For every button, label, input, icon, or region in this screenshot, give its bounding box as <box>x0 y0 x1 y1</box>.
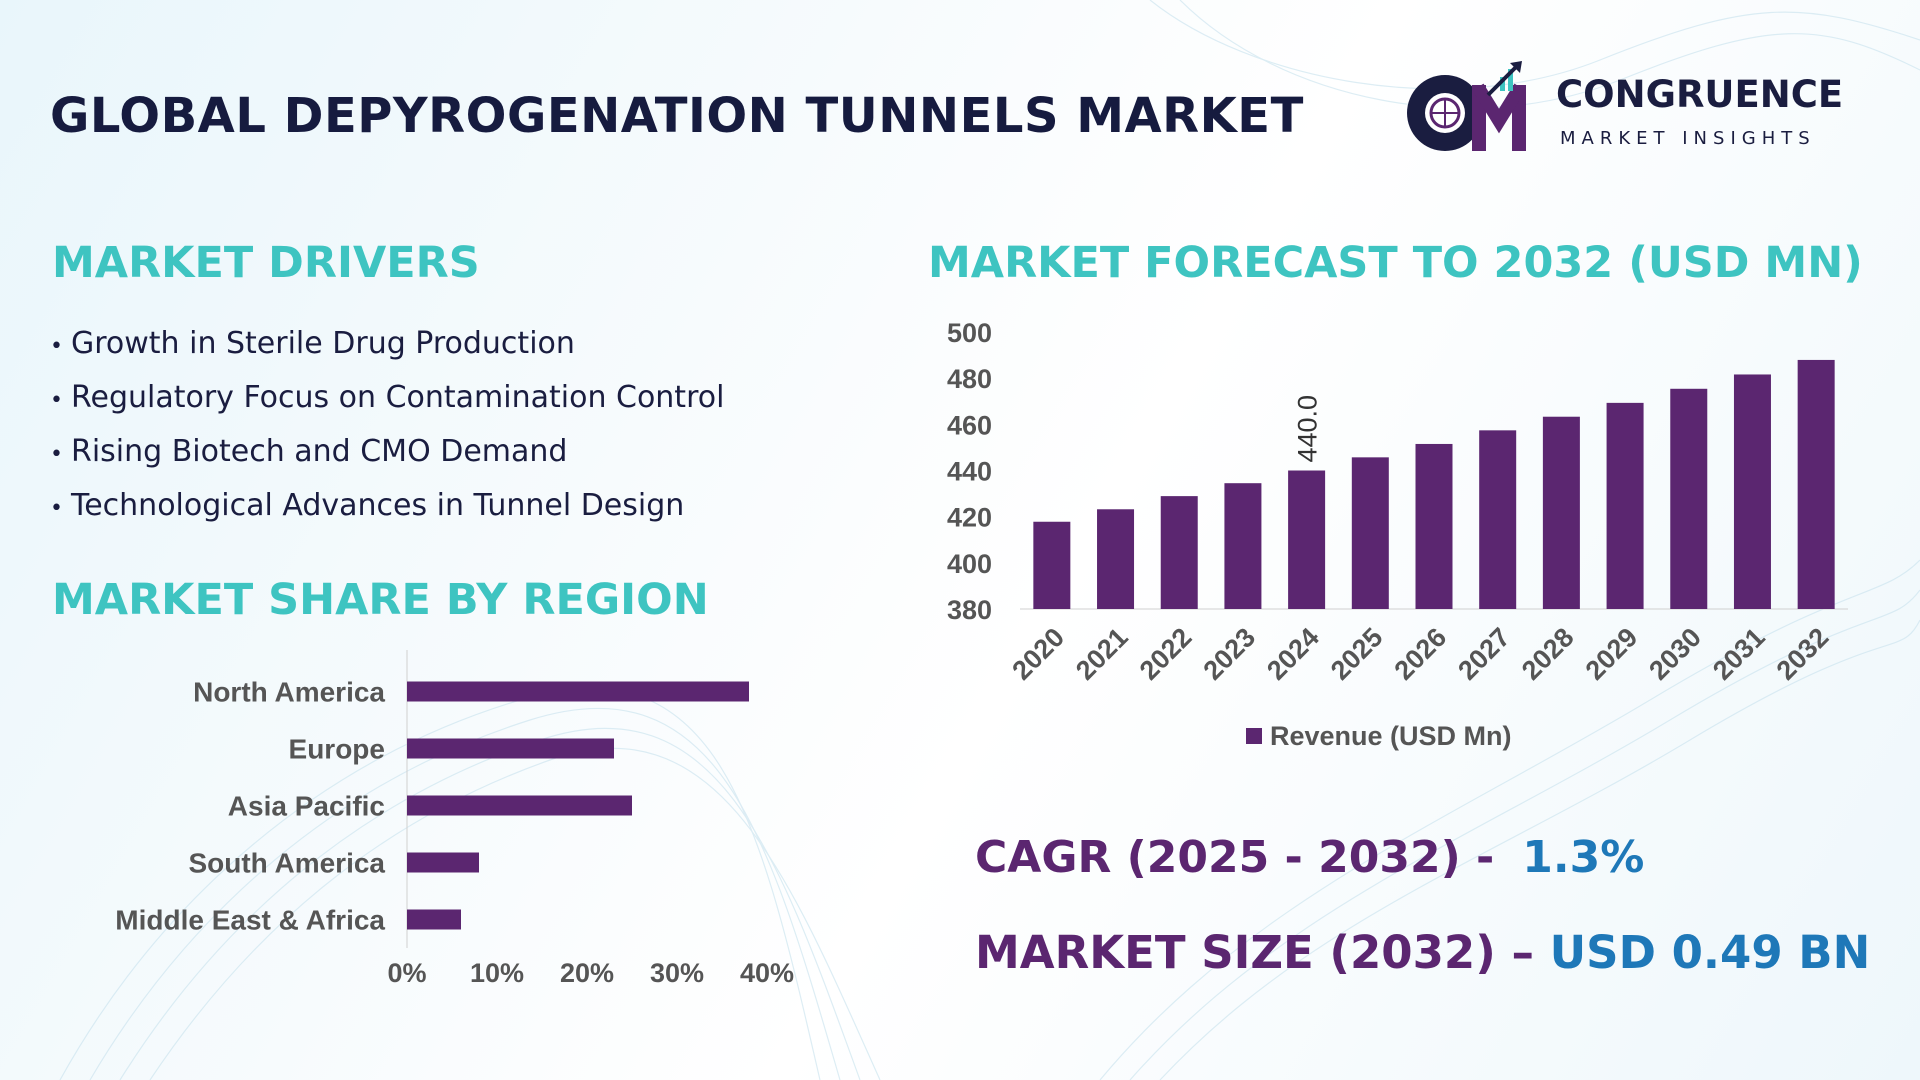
x-tick-label: 2029 <box>1580 622 1644 686</box>
drivers-heading: MARKET DRIVERS <box>52 238 480 288</box>
y-tick-label: 440 <box>947 457 992 487</box>
x-tick-label: 2027 <box>1452 622 1516 686</box>
bar <box>1415 443 1453 609</box>
x-tick-label: 2028 <box>1516 622 1580 686</box>
logo-name: CONGRUENCE <box>1556 73 1844 116</box>
bar <box>407 795 632 816</box>
y-tick-label: 480 <box>947 364 992 394</box>
driver-item: Regulatory Focus on Contamination Contro… <box>50 376 724 430</box>
drivers-list: Growth in Sterile Drug Production Regula… <box>50 322 724 538</box>
market-size-label: MARKET SIZE (2032) – <box>975 926 1534 979</box>
x-tick-label: 2024 <box>1261 622 1325 686</box>
driver-item: Growth in Sterile Drug Production <box>50 322 724 376</box>
driver-item: Technological Advances in Tunnel Design <box>50 484 724 538</box>
data-label: 440.0 <box>1293 395 1323 463</box>
y-tick-label: 500 <box>947 318 992 348</box>
x-tick-label: 40% <box>740 958 794 988</box>
driver-item: Rising Biotech and CMO Demand <box>50 430 724 484</box>
category-label: Asia Pacific <box>228 791 385 822</box>
page-title: GLOBAL DEPYROGENATION TUNNELS MARKET <box>50 88 1304 144</box>
logo-subtitle: MARKET INSIGHTS <box>1560 128 1816 149</box>
bar <box>1160 496 1198 609</box>
x-tick-label: 2030 <box>1643 622 1707 686</box>
legend-swatch <box>1246 728 1262 744</box>
bar <box>1670 388 1708 609</box>
x-tick-label: 2022 <box>1134 622 1198 686</box>
category-label: Middle East & Africa <box>115 905 385 936</box>
x-tick-label: 30% <box>650 958 704 988</box>
x-tick-label: 2025 <box>1325 622 1389 686</box>
bar <box>1479 430 1517 609</box>
legend-label: Revenue (USD Mn) <box>1270 721 1512 751</box>
x-tick-label: 20% <box>560 958 614 988</box>
market-size-value: USD 0.49 BN <box>1549 926 1871 979</box>
bar <box>1224 483 1262 609</box>
bar <box>407 681 749 702</box>
cagr-value: 1.3% <box>1522 832 1645 883</box>
x-tick-label: 0% <box>387 958 426 988</box>
x-tick-label: 2026 <box>1389 622 1453 686</box>
bar <box>1542 416 1580 609</box>
forecast-heading: MARKET FORECAST TO 2032 (USD MN) <box>928 238 1863 288</box>
x-tick-label: 10% <box>470 958 524 988</box>
market-size-kpi: MARKET SIZE (2032) – USD 0.49 BN <box>975 926 1870 979</box>
bar <box>407 738 614 759</box>
bar <box>1351 457 1389 609</box>
cagr-label: CAGR (2025 - 2032) - <box>975 832 1495 883</box>
category-label: North America <box>193 677 385 708</box>
y-tick-label: 460 <box>947 410 992 440</box>
region-heading: MARKET SHARE BY REGION <box>52 575 709 625</box>
x-tick-label: 2031 <box>1707 622 1771 686</box>
x-tick-label: 2020 <box>1006 622 1070 686</box>
x-tick-label: 2032 <box>1771 622 1835 686</box>
bar <box>1097 509 1135 609</box>
category-label: Europe <box>289 734 385 765</box>
logo-mark-icon <box>1407 61 1526 151</box>
x-tick-label: 2021 <box>1070 622 1134 686</box>
bar <box>1733 374 1771 609</box>
bar <box>1606 402 1644 609</box>
bar <box>407 909 461 930</box>
y-tick-label: 380 <box>947 595 992 625</box>
y-tick-label: 400 <box>947 549 992 579</box>
bar <box>407 852 479 873</box>
bar <box>1288 470 1326 609</box>
y-tick-label: 420 <box>947 503 992 533</box>
bar <box>1033 521 1071 609</box>
cagr-kpi: CAGR (2025 - 2032) - 1.3% <box>975 832 1644 883</box>
company-logo: CONGRUENCE MARKET INSIGHTS <box>1400 55 1870 165</box>
x-tick-label: 2023 <box>1197 622 1261 686</box>
bar <box>1797 359 1835 609</box>
category-label: South America <box>188 848 385 879</box>
region-share-chart: North America Europe Asia Pacific South Ame… <box>115 650 794 988</box>
